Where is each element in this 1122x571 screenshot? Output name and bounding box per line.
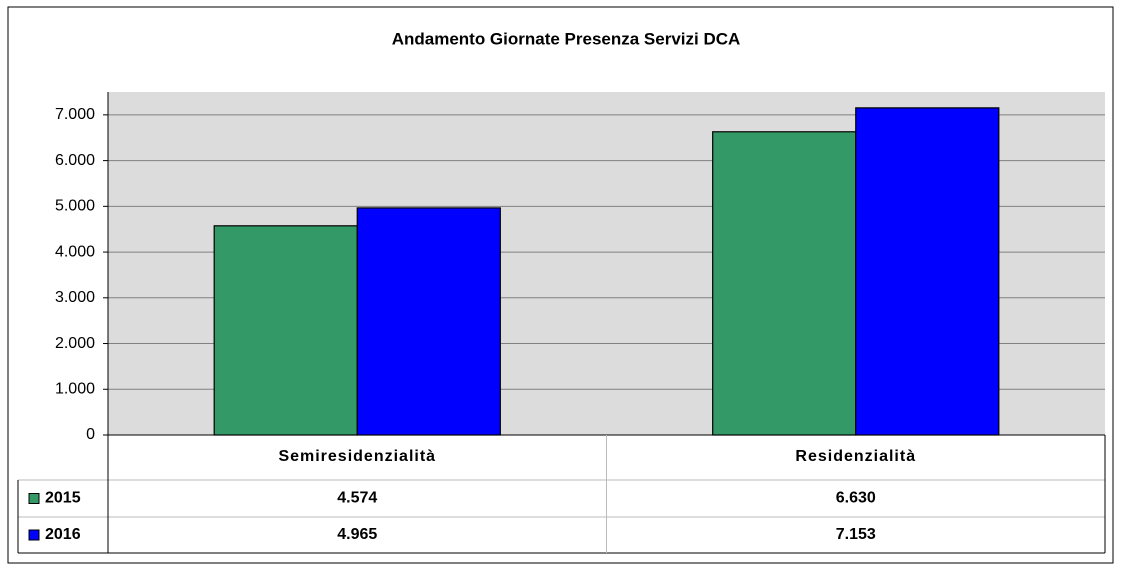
chart-title: Andamento Giornate Presenza Servizi DCA bbox=[392, 29, 741, 48]
x-tick-label: Residenzialità bbox=[795, 448, 916, 465]
y-tick-label: 5.000 bbox=[55, 198, 95, 215]
bar bbox=[213, 225, 358, 436]
data-label: 4.965 bbox=[337, 526, 377, 543]
bar bbox=[712, 131, 857, 436]
y-tick-label: 7.000 bbox=[55, 106, 95, 123]
y-tick-label: 1.000 bbox=[55, 380, 95, 397]
data-label: 4.574 bbox=[337, 490, 377, 507]
legend-swatch bbox=[28, 529, 40, 541]
legend-swatch bbox=[28, 493, 40, 504]
y-tick-label: 3.000 bbox=[55, 289, 95, 306]
bar bbox=[356, 207, 501, 436]
data-label: 6.630 bbox=[836, 490, 876, 507]
legend-label: 2015 bbox=[45, 490, 81, 507]
y-tick-label: 2.000 bbox=[55, 335, 95, 352]
x-tick-label: Semiresidenzialità bbox=[278, 448, 436, 465]
y-tick-label: 6.000 bbox=[55, 152, 95, 169]
y-tick-label: 4.000 bbox=[55, 243, 95, 260]
y-tick-label: 0 bbox=[86, 426, 95, 443]
data-label: 7.153 bbox=[836, 526, 876, 543]
bar bbox=[855, 107, 1000, 436]
legend-label: 2016 bbox=[45, 526, 81, 543]
